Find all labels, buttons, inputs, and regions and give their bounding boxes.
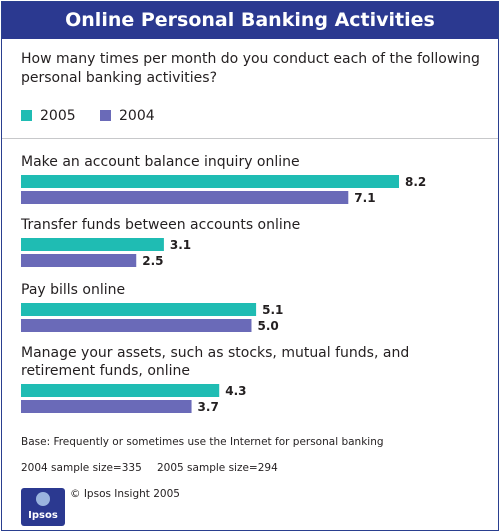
data-label-2004-2: 2.5: [142, 254, 163, 268]
data-label-2005-1: 8.2: [405, 175, 426, 189]
copyright-notice: © Ipsos Insight 2005: [70, 488, 180, 500]
footnote-sample-2005: 2005 sample size=294: [157, 462, 278, 474]
bar-2005-2: [21, 238, 164, 251]
ipsos-logo: Ipsos: [21, 488, 65, 526]
data-label-2005-4: 4.3: [225, 384, 246, 398]
page-title: Online Personal Banking Activities: [2, 2, 498, 39]
data-label-2004-4: 3.7: [198, 400, 219, 414]
data-label-2004-3: 5.0: [257, 319, 278, 333]
bar-2004-4: [21, 400, 192, 413]
data-label-2005-2: 3.1: [170, 238, 191, 252]
category-label-pay-bills-online: Pay bills online: [21, 282, 125, 298]
legend-label-2005: 2005: [40, 108, 76, 124]
footnote-base: Base: Frequently or sometimes use the In…: [21, 436, 384, 448]
bar-2004-1: [21, 191, 349, 204]
category-label-make-an-account-balance-inquir: Make an account balance inquiry online: [21, 154, 300, 170]
bar-2005-3: [21, 303, 257, 316]
category-label-transfer-funds-between-account: Transfer funds between accounts online: [20, 217, 300, 233]
logo-mark-icon: [36, 492, 50, 506]
legend-swatch-2004: [100, 110, 111, 121]
bar-2004-2: [21, 254, 137, 267]
legend-label-2004: 2004: [119, 108, 155, 124]
divider: [2, 138, 498, 139]
logo-text: Ipsos: [28, 510, 58, 521]
data-label-2004-1: 7.1: [354, 191, 375, 205]
data-label-2005-3: 5.1: [262, 303, 283, 317]
bar-2005-4: [21, 384, 220, 397]
category-label-manage-your-assets-such-as-sto: Manage your assets, such as stocks, mutu…: [21, 345, 409, 379]
footnote-sample-2004: 2004 sample size=335: [21, 462, 142, 474]
bar-2004-3: [21, 319, 252, 332]
bar-2005-1: [21, 175, 399, 188]
survey-question: How many times per month do you conduct …: [21, 51, 480, 86]
legend-swatch-2005: [21, 110, 32, 121]
